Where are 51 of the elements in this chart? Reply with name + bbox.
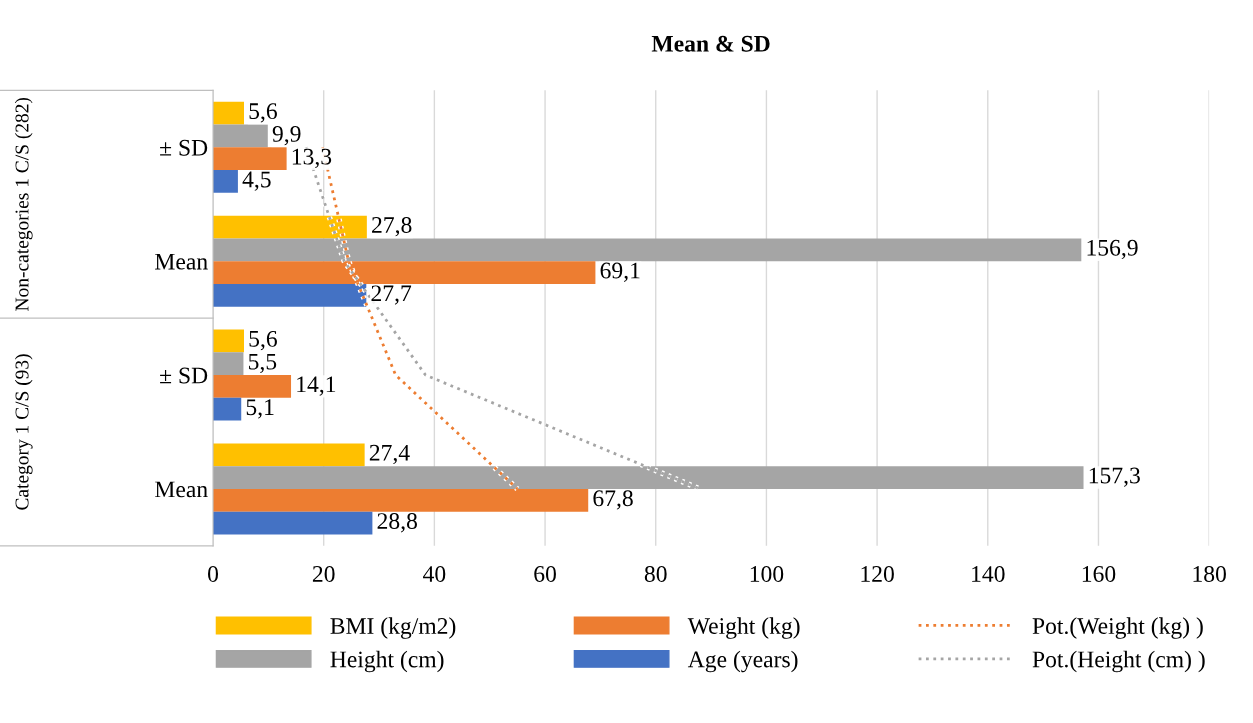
x-tick-label: 120 [861,565,894,582]
x-tick-label: 40 [423,565,446,582]
bar [213,283,367,307]
x-tick-label: 0 [208,565,219,582]
bar [213,511,373,535]
y-tick-label: ± SD [160,139,208,156]
data-label: 157,3 [1089,467,1140,487]
legend-label: Height (cm) [330,650,444,673]
x-tick-label: 160 [1082,565,1116,582]
bar [213,124,268,148]
y-tick-label: Mean [155,481,208,498]
data-label: 67,8 [593,490,633,510]
legend-label: Weight (kg) [687,617,800,639]
data-label: 156,9 [1087,239,1138,260]
chart-title: Mean & SD [651,35,770,52]
data-label: 13,3 [292,148,332,169]
data-label: 9,9 [272,125,301,146]
text: Category 1 C/S (93) [14,354,33,510]
bar [213,147,287,171]
legend-label: Pot.(Weight (kg) ) [1032,617,1203,639]
x-tick-label: 60 [534,565,556,582]
x-tick-label: 100 [750,565,784,582]
data-label: 4,5 [242,171,271,191]
y-tick-label: Mean [155,253,208,270]
data-label: 27,7 [371,285,412,305]
y-tick-label: ± SD [160,367,208,384]
bar [213,375,292,398]
legend-label: Pot.(Height (cm) ) [1032,650,1205,673]
bar [213,329,244,353]
x-tick-label: 180 [1193,565,1226,582]
bar [213,170,238,193]
data-label: 27,4 [369,444,410,465]
data-label: 28,8 [377,513,417,533]
data-label: 5,5 [248,353,277,373]
data-label: 27,8 [372,217,412,237]
bar [213,215,367,239]
bar [213,443,365,467]
text: Non-categories 1 C/S (282) [14,97,33,311]
data-label: 5,6 [249,103,277,123]
x-tick-label: 20 [312,565,335,582]
data-label: 5,6 [249,330,277,351]
bar [213,101,244,125]
legend-label: Age (years) [687,650,798,673]
data-label: 5,1 [246,399,274,419]
legend-label: BMI (kg/m2) [330,617,456,639]
data-label: 14,1 [297,376,336,396]
bar [213,352,244,376]
bar [213,397,242,421]
x-tick-label: 140 [972,565,1005,582]
data-label: 69,1 [600,262,640,282]
x-tick-label: 80 [644,565,667,582]
